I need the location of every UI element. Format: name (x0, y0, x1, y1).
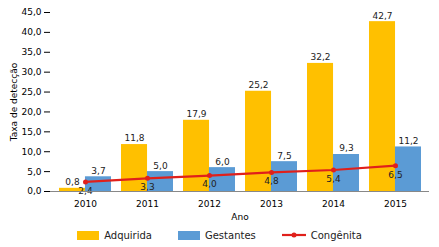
svg-text:4,8: 4,8 (264, 176, 279, 186)
svg-text:25,0: 25,0 (21, 87, 41, 97)
svg-text:6,0: 6,0 (215, 157, 230, 167)
svg-text:2013: 2013 (260, 199, 283, 209)
svg-text:20,0: 20,0 (21, 107, 41, 117)
svg-text:2012: 2012 (198, 199, 221, 209)
svg-text:7,5: 7,5 (277, 151, 291, 161)
svg-text:0,0: 0,0 (27, 186, 42, 196)
svg-text:2010: 2010 (74, 199, 97, 209)
svg-text:11,8: 11,8 (124, 133, 144, 143)
svg-text:10,0: 10,0 (21, 147, 41, 157)
html-text:Congênita: Congênita (310, 229, 362, 241)
svg-text:5,4: 5,4 (326, 174, 341, 184)
svg-text:30,0: 30,0 (21, 67, 41, 77)
html-text:Adquirida: Adquirida (104, 229, 152, 241)
svg-text:42,7: 42,7 (372, 11, 392, 21)
svg-text:2,4: 2,4 (78, 186, 93, 196)
svg-text:17,9: 17,9 (186, 109, 206, 119)
svg-text:15,0: 15,0 (21, 127, 41, 137)
svg-text:6,5: 6,5 (388, 170, 402, 180)
svg-text:11,2: 11,2 (398, 136, 418, 146)
svg-text:2014: 2014 (322, 199, 345, 209)
html-text:Gestantes: Gestantes (205, 229, 256, 241)
svg-text:Taxa de detecção: Taxa de detecção (9, 62, 19, 142)
svg-text:Ano: Ano (231, 212, 249, 222)
svg-text:3,3: 3,3 (140, 182, 154, 192)
svg-text:0,8: 0,8 (65, 177, 80, 188)
svg-text:2011: 2011 (136, 199, 159, 209)
svg-text:9,3: 9,3 (339, 143, 353, 153)
svg-text:4,0: 4,0 (202, 179, 217, 189)
svg-text:3,7: 3,7 (91, 166, 105, 176)
svg-text:32,2: 32,2 (310, 52, 330, 62)
svg-text:40,0: 40,0 (21, 27, 41, 37)
svg-text:2015: 2015 (384, 199, 407, 209)
svg-text:25,2: 25,2 (248, 80, 268, 90)
svg-text:5,0: 5,0 (153, 160, 168, 170)
svg-text:35,0: 35,0 (21, 47, 41, 57)
svg-text:5,0: 5,0 (27, 166, 42, 176)
svg-text:45,0: 45,0 (21, 7, 41, 17)
